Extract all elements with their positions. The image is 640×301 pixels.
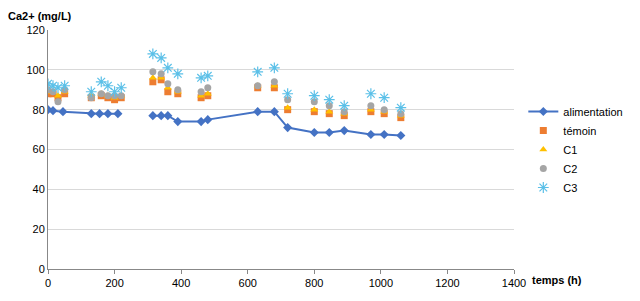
svg-text:0: 0 — [45, 277, 51, 289]
svg-text:200: 200 — [105, 277, 123, 289]
svg-text:C1: C1 — [563, 144, 577, 156]
svg-text:20: 20 — [33, 223, 45, 235]
svg-text:1000: 1000 — [369, 277, 393, 289]
svg-text:1200: 1200 — [435, 277, 459, 289]
svg-text:C3: C3 — [563, 182, 577, 194]
svg-text:Ca2+ (mg/L): Ca2+ (mg/L) — [8, 10, 72, 22]
svg-text:0: 0 — [39, 263, 45, 275]
svg-text:120: 120 — [26, 24, 44, 36]
svg-text:témoin: témoin — [563, 125, 596, 137]
svg-text:100: 100 — [26, 64, 44, 76]
svg-text:temps (h): temps (h) — [532, 274, 582, 286]
svg-text:C2: C2 — [563, 163, 577, 175]
svg-text:60: 60 — [33, 143, 45, 155]
svg-text:400: 400 — [172, 277, 190, 289]
svg-text:600: 600 — [239, 277, 257, 289]
svg-text:alimentation: alimentation — [563, 106, 622, 118]
svg-text:800: 800 — [305, 277, 323, 289]
svg-text:1400: 1400 — [502, 277, 526, 289]
svg-text:80: 80 — [33, 104, 45, 116]
svg-text:40: 40 — [33, 183, 45, 195]
